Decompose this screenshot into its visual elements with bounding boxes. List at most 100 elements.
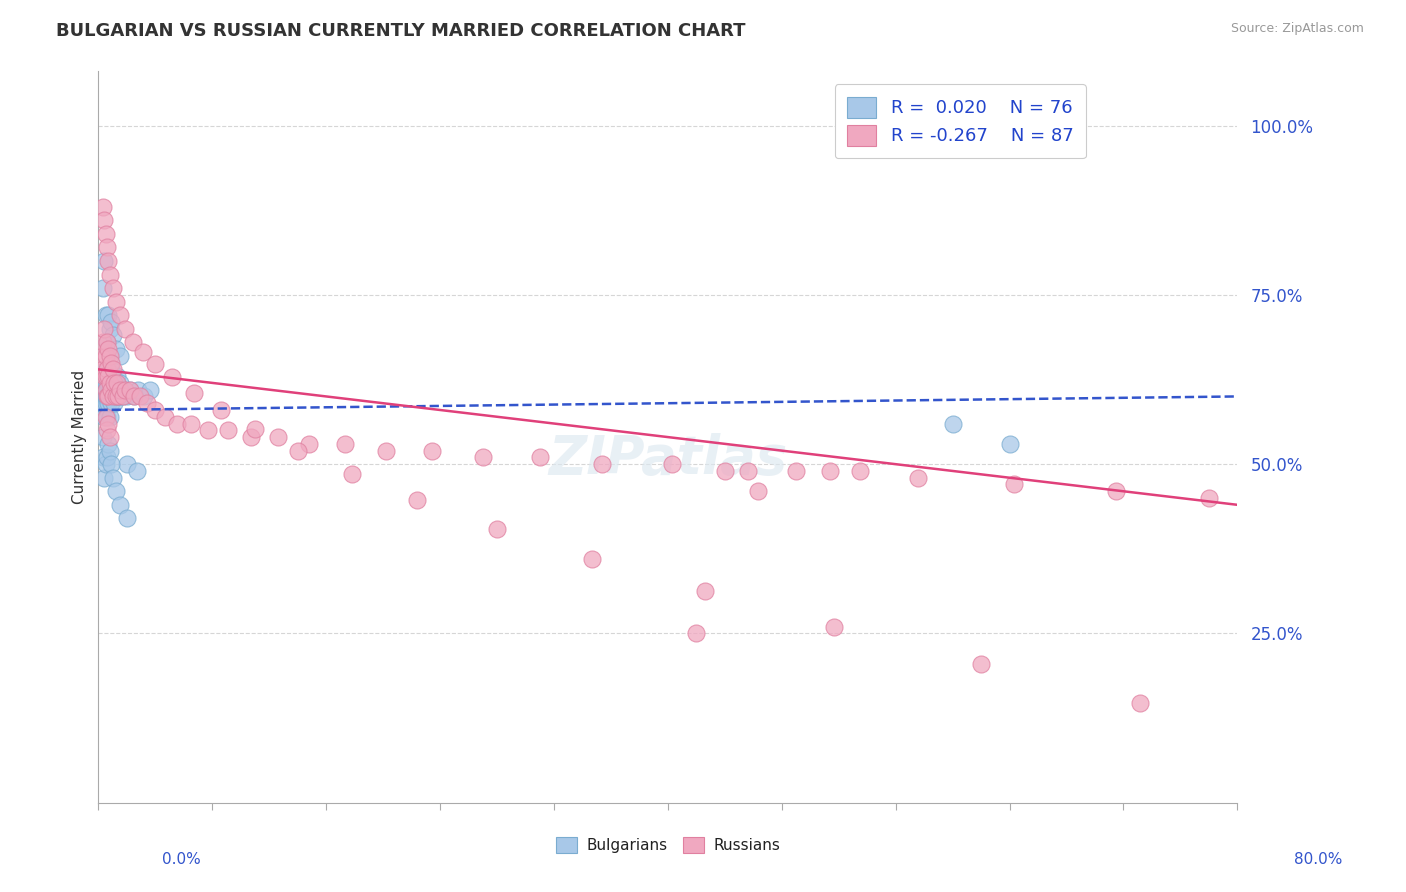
Point xyxy=(267,430,290,444)
Point xyxy=(591,457,613,471)
Text: Source: ZipAtlas.com: Source: ZipAtlas.com xyxy=(1230,22,1364,36)
Point xyxy=(98,409,121,424)
Point xyxy=(93,383,115,397)
Point xyxy=(114,322,136,336)
Point xyxy=(100,355,122,369)
Point xyxy=(823,620,845,634)
Point xyxy=(97,369,120,384)
Point xyxy=(91,200,114,214)
Point xyxy=(108,308,131,322)
Point xyxy=(97,254,120,268)
Point xyxy=(105,369,128,384)
Point xyxy=(96,240,118,254)
Point xyxy=(98,389,121,403)
Point xyxy=(112,383,135,397)
Point xyxy=(135,396,157,410)
Point xyxy=(98,376,121,390)
Point xyxy=(121,335,143,350)
Point xyxy=(685,626,707,640)
Point xyxy=(115,389,138,403)
Point xyxy=(94,376,117,390)
Point xyxy=(406,493,429,508)
Point xyxy=(420,443,443,458)
Point xyxy=(128,389,150,403)
Point xyxy=(183,386,205,401)
Point xyxy=(103,383,125,397)
Point xyxy=(818,464,841,478)
Point xyxy=(145,403,167,417)
Text: 0.0%: 0.0% xyxy=(162,852,201,867)
Point xyxy=(122,389,145,403)
Point xyxy=(96,335,118,350)
Point xyxy=(96,369,118,384)
Point xyxy=(747,484,769,499)
Text: 80.0%: 80.0% xyxy=(1295,852,1343,867)
Point xyxy=(103,376,125,390)
Point xyxy=(155,409,177,424)
Y-axis label: Currently Married: Currently Married xyxy=(72,370,87,504)
Point xyxy=(693,584,716,599)
Point xyxy=(90,349,112,363)
Point xyxy=(111,389,134,403)
Point xyxy=(166,417,188,431)
Point xyxy=(97,362,120,376)
Point xyxy=(97,417,120,431)
Point xyxy=(94,227,117,241)
Point xyxy=(108,376,131,390)
Legend: Bulgarians, Russians: Bulgarians, Russians xyxy=(548,830,787,861)
Point xyxy=(98,268,121,282)
Point xyxy=(91,281,114,295)
Point xyxy=(94,308,117,322)
Point xyxy=(737,464,759,478)
Point xyxy=(127,383,149,397)
Point xyxy=(375,443,398,458)
Point xyxy=(108,389,131,403)
Point xyxy=(100,396,122,410)
Point xyxy=(93,389,115,403)
Point xyxy=(110,383,132,397)
Text: BULGARIAN VS RUSSIAN CURRENTLY MARRIED CORRELATION CHART: BULGARIAN VS RUSSIAN CURRENTLY MARRIED C… xyxy=(56,22,745,40)
Point xyxy=(93,369,115,384)
Point xyxy=(100,383,122,397)
Point xyxy=(98,383,121,397)
Point xyxy=(115,511,138,525)
Point xyxy=(97,383,120,397)
Point xyxy=(101,471,124,485)
Point xyxy=(298,437,321,451)
Point xyxy=(96,383,118,397)
Point xyxy=(122,389,145,403)
Point xyxy=(101,389,124,403)
Point xyxy=(970,657,993,671)
Point xyxy=(107,389,129,403)
Point xyxy=(96,335,118,350)
Point xyxy=(94,396,117,410)
Point xyxy=(104,484,127,499)
Point xyxy=(101,369,124,384)
Point xyxy=(91,376,114,390)
Point xyxy=(104,294,127,309)
Point xyxy=(100,362,122,376)
Point xyxy=(98,369,121,384)
Point xyxy=(125,464,148,478)
Point xyxy=(1105,484,1128,499)
Point xyxy=(97,437,120,451)
Point xyxy=(107,389,129,403)
Point xyxy=(115,457,138,471)
Point xyxy=(101,376,124,390)
Point xyxy=(1002,477,1025,491)
Point xyxy=(180,417,202,431)
Point xyxy=(98,443,121,458)
Point xyxy=(131,345,153,359)
Point xyxy=(529,450,551,465)
Point xyxy=(108,498,131,512)
Point xyxy=(91,396,114,410)
Point xyxy=(97,342,120,356)
Point xyxy=(90,403,112,417)
Point xyxy=(94,362,117,376)
Point xyxy=(97,396,120,410)
Point xyxy=(907,471,929,485)
Point xyxy=(90,389,112,403)
Point xyxy=(91,430,114,444)
Point xyxy=(239,430,262,444)
Point xyxy=(145,357,167,371)
